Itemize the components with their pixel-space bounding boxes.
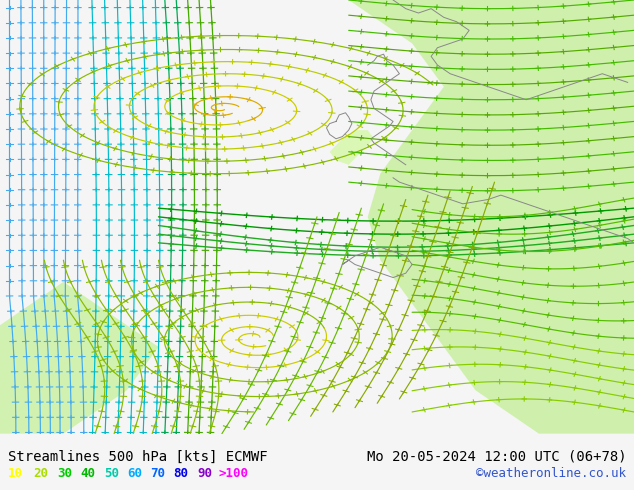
Text: 10: 10 [8,467,23,480]
Polygon shape [349,0,634,434]
Text: 30: 30 [57,467,72,480]
Text: 50: 50 [104,467,119,480]
Text: 20: 20 [34,467,49,480]
Text: 70: 70 [150,467,165,480]
Text: >100: >100 [219,467,249,480]
Text: 80: 80 [174,467,189,480]
Text: Streamlines 500 hPa [kts] ECMWF: Streamlines 500 hPa [kts] ECMWF [8,449,268,464]
Text: 60: 60 [127,467,142,480]
Polygon shape [330,130,374,165]
Text: 90: 90 [197,467,212,480]
Text: ©weatheronline.co.uk: ©weatheronline.co.uk [476,467,626,480]
Text: 40: 40 [81,467,96,480]
Polygon shape [0,282,158,434]
Text: Mo 20-05-2024 12:00 UTC (06+78): Mo 20-05-2024 12:00 UTC (06+78) [366,449,626,464]
